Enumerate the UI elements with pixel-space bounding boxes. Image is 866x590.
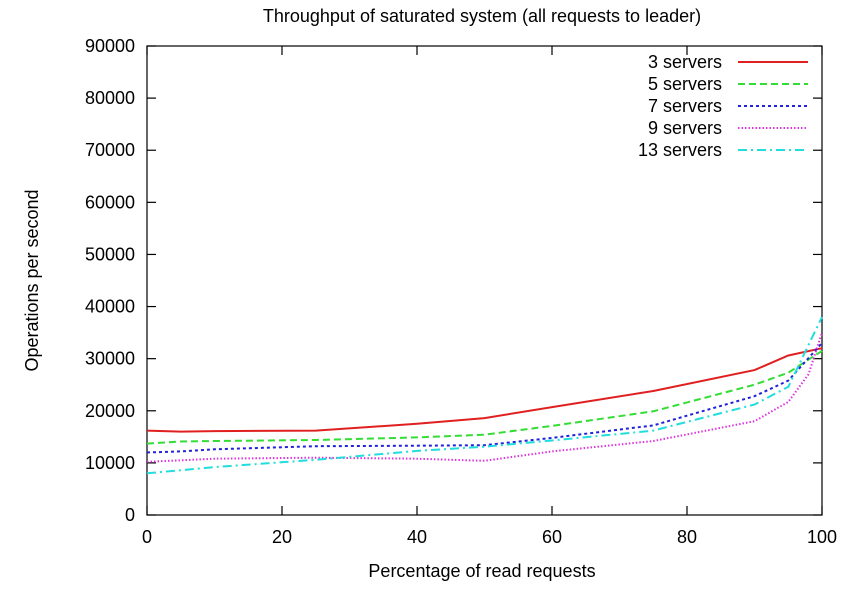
y-axis-title: Operations per second [22,189,42,371]
y-tick-label: 70000 [85,140,135,160]
x-tick-label: 40 [407,527,427,547]
y-tick-label: 0 [125,505,135,525]
y-tick-label: 10000 [85,453,135,473]
series-line-7-servers [146,342,823,454]
plot-frame [146,45,823,516]
series-line-9-servers [146,332,823,463]
chart-title: Throughput of saturated system (all requ… [263,6,701,26]
x-axis-title: Percentage of read requests [368,561,595,581]
series-line-5-servers [146,350,823,445]
x-tick-label: 20 [272,527,292,547]
x-tick-label: 80 [677,527,697,547]
series-line-13-servers [146,316,823,475]
y-tick-label: 30000 [85,349,135,369]
y-tick-label: 60000 [85,192,135,212]
x-tick-label: 100 [807,527,837,547]
legend-label: 9 servers [648,118,722,138]
series-lines [146,316,823,475]
x-axis-ticks: 0 20 40 60 80 100 [142,46,837,547]
y-tick-label: 90000 [85,36,135,56]
legend-label: 3 servers [648,52,722,72]
legend-label: 13 servers [638,140,722,160]
x-tick-label: 60 [542,527,562,547]
plot-border [146,45,823,516]
y-tick-label: 20000 [85,401,135,421]
x-tick-label: 0 [142,527,152,547]
legend-label: 7 servers [648,96,722,116]
y-axis-ticks: 0 10000 20000 30000 40000 50000 60000 70000 8000… [85,36,822,525]
y-tick-label: 50000 [85,244,135,264]
legend-label: 5 servers [648,74,722,94]
y-tick-label: 80000 [85,88,135,108]
y-tick-label: 40000 [85,297,135,317]
series-line-3-servers [146,347,823,433]
